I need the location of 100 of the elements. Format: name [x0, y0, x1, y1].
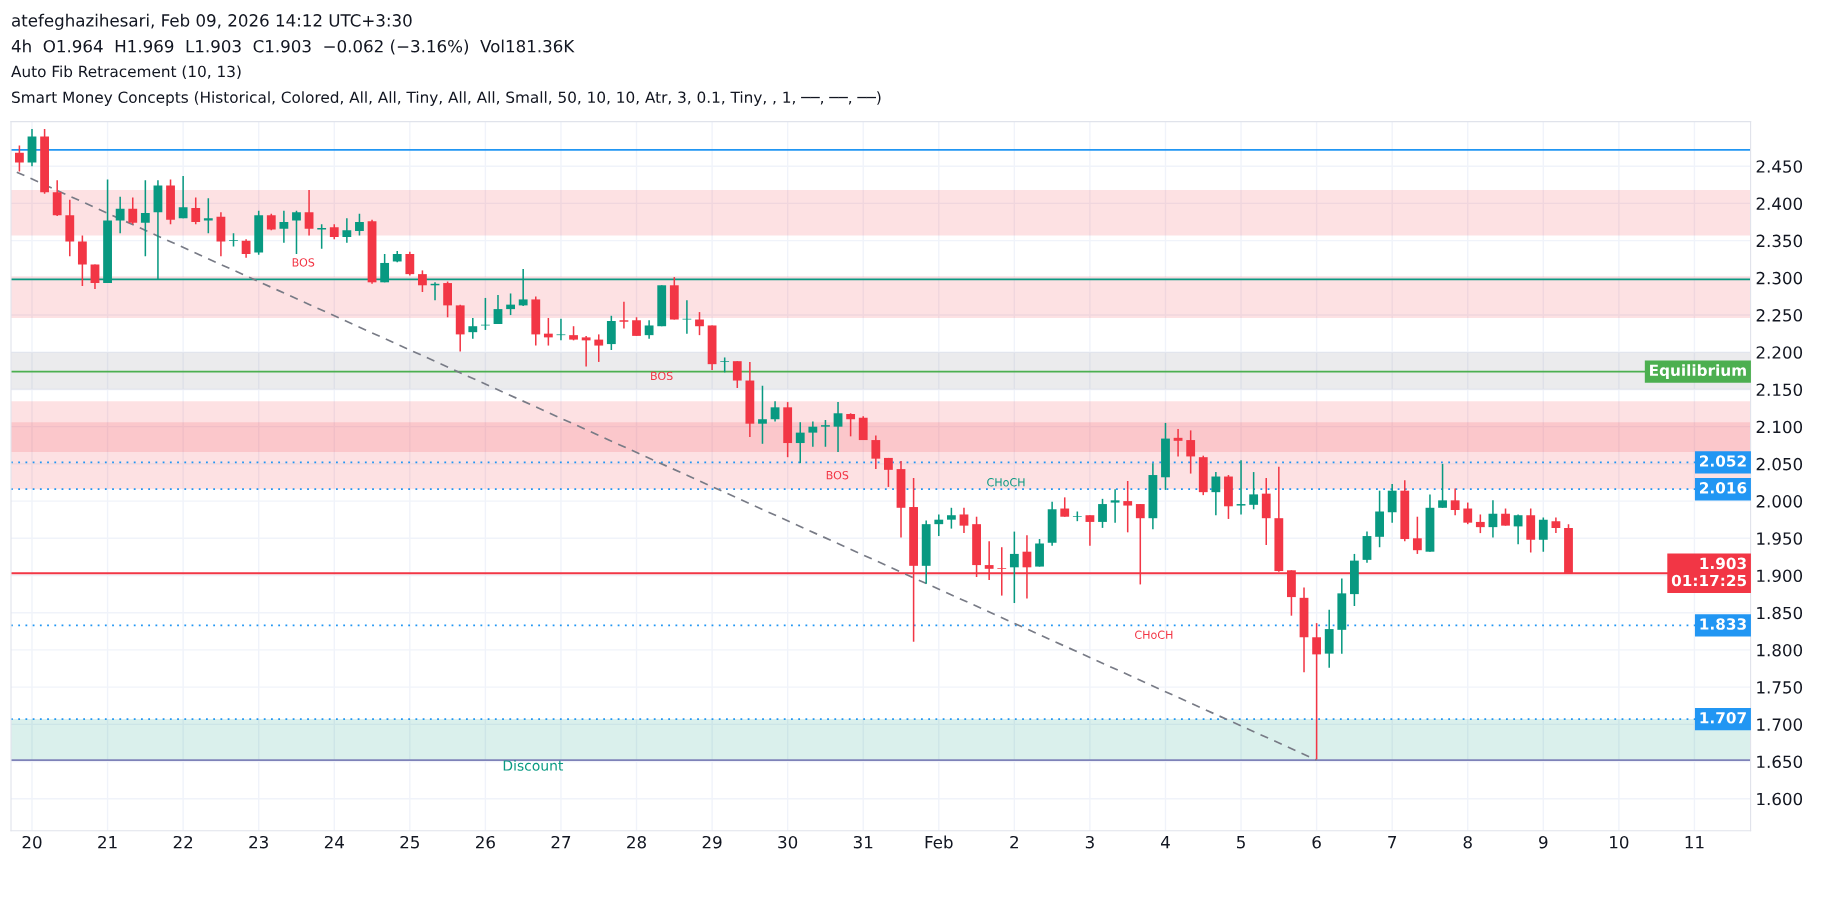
chart-subtitle: 4h O1.964 H1.969 L1.903 C1.903 −0.062 (−3.16%) Vol181.36K: [11, 39, 575, 55]
ref-line-label: 1.903 01:17:25: [1671, 557, 1747, 587]
candlestick: [468, 317, 478, 340]
candlestick: [1387, 483, 1397, 524]
candlestick: [833, 401, 843, 453]
y-tick-label: 1.700: [1757, 718, 1803, 731]
candlestick: [1463, 501, 1473, 525]
y-tick-label: 1.900: [1757, 569, 1803, 583]
x-tick-label: 29: [702, 835, 722, 849]
annotation: CHoCH: [987, 478, 1025, 487]
candlestick: [871, 434, 881, 470]
candlestick: [619, 300, 629, 330]
x-tick-label: 4: [1161, 836, 1170, 849]
candlestick: [732, 360, 742, 389]
candlestick: [821, 419, 830, 448]
candlestick: [115, 195, 125, 234]
candlestick: [1110, 488, 1120, 524]
annotation: BOS: [826, 470, 849, 480]
x-tick-label: 24: [324, 835, 344, 849]
candlestick: [1538, 516, 1548, 553]
candlestick: [493, 294, 503, 325]
x-tick-label: 26: [476, 835, 495, 849]
candlestick: [1438, 463, 1447, 509]
candlestick: [959, 507, 969, 534]
x-tick-label: 3: [1085, 835, 1094, 849]
y-tick-label: 2.200: [1756, 346, 1803, 359]
x-tick-label: 9: [1539, 835, 1548, 849]
candlestick: [1060, 496, 1070, 518]
y-tick-label: 2.450: [1756, 160, 1803, 173]
candlestick: [15, 144, 24, 173]
y-tick-label: 2.300: [1756, 271, 1803, 285]
y-tick-label: 2.000: [1756, 495, 1803, 508]
candlestick: [695, 311, 704, 336]
candlestick: [1173, 428, 1183, 458]
candlestick: [632, 316, 641, 337]
candlestick: [443, 280, 453, 319]
candlestick: [1186, 429, 1196, 475]
x-tick-label: 20: [22, 835, 42, 849]
candlestick: [846, 412, 856, 438]
candlestick: [418, 269, 427, 293]
text: Auto Fib Retracement (10, 13): [11, 65, 241, 80]
x-tick-label: 23: [249, 835, 268, 849]
x-tick-label: 5: [1237, 836, 1245, 849]
y-tick-label: 2.050: [1756, 457, 1803, 471]
candlestick: [405, 251, 415, 277]
y-tick-label: 1.650: [1757, 755, 1803, 769]
candlestick: [90, 263, 100, 290]
candlestick: [1412, 515, 1422, 555]
x-tick-label: Feb: [925, 835, 953, 849]
candlestick: [77, 234, 87, 287]
candlestick: [1009, 530, 1019, 604]
candlestick: [581, 335, 591, 368]
candlestick: [1475, 513, 1485, 534]
candlestick: [770, 400, 780, 423]
y-tick-label: 1.850: [1757, 606, 1803, 620]
annotation: BOS: [651, 371, 673, 381]
annotation: CHoCH: [1135, 630, 1173, 639]
candlestick: [644, 319, 654, 340]
candlestick: [1312, 622, 1322, 761]
candlestick: [795, 421, 805, 464]
y-tick-label: 2.350: [1756, 234, 1803, 248]
x-tick-label: 21: [98, 835, 117, 849]
x-tick-label: 27: [551, 835, 571, 849]
y-tick-label: 1.800: [1757, 643, 1803, 657]
annotation: BOS: [292, 258, 315, 267]
ref-line-label: 1.707: [1700, 712, 1746, 724]
candlestick: [178, 175, 188, 220]
x-tick-label: 22: [173, 835, 193, 849]
candlestick: [52, 179, 62, 217]
text: Smart Money Concepts (Historical, Colored, All, All, Tiny, All, All, Small, 50, 10, 10, Atr, 3, 0.1, Tiny, , 1, ──, ──, ──): [12, 91, 881, 106]
chart-title: atefeghazihesari, Feb 09, 2026 14:12 UTC+3:30: [12, 13, 412, 30]
candlestick: [606, 315, 616, 351]
x-tick-label: 6: [1312, 835, 1321, 849]
x-tick-label: 2: [1010, 835, 1018, 849]
candlestick: [1236, 459, 1246, 516]
y-tick-label: 1.600: [1757, 792, 1803, 806]
ref-line-label: Equilibrium: [1650, 364, 1746, 379]
x-tick-label: 28: [627, 835, 646, 849]
candlestick: [279, 210, 289, 244]
candlestick: [1362, 530, 1372, 564]
candlestick: [682, 299, 692, 335]
candlestick: [1211, 471, 1221, 516]
y-tick-label: 2.400: [1756, 197, 1803, 210]
candlestick: [342, 217, 352, 244]
candlestick: [884, 457, 893, 488]
candlestick: [1249, 471, 1259, 511]
ref-line-label: 2.052: [1700, 455, 1746, 467]
band-label: Discount: [503, 760, 564, 771]
x-tick-label: 11: [1685, 836, 1704, 849]
candlestick: [556, 318, 566, 342]
x-tick-label: 7: [1388, 836, 1397, 849]
candlestick: [241, 238, 251, 259]
y-tick-label: 2.100: [1756, 420, 1803, 434]
candlestick: [758, 384, 767, 445]
candlestick: [1123, 480, 1133, 534]
x-tick-label: 8: [1463, 835, 1472, 849]
candlestick: [808, 420, 818, 448]
y-tick-label: 2.250: [1756, 309, 1803, 322]
candlestick: [594, 333, 604, 363]
y-tick-label: 1.950: [1757, 532, 1803, 545]
